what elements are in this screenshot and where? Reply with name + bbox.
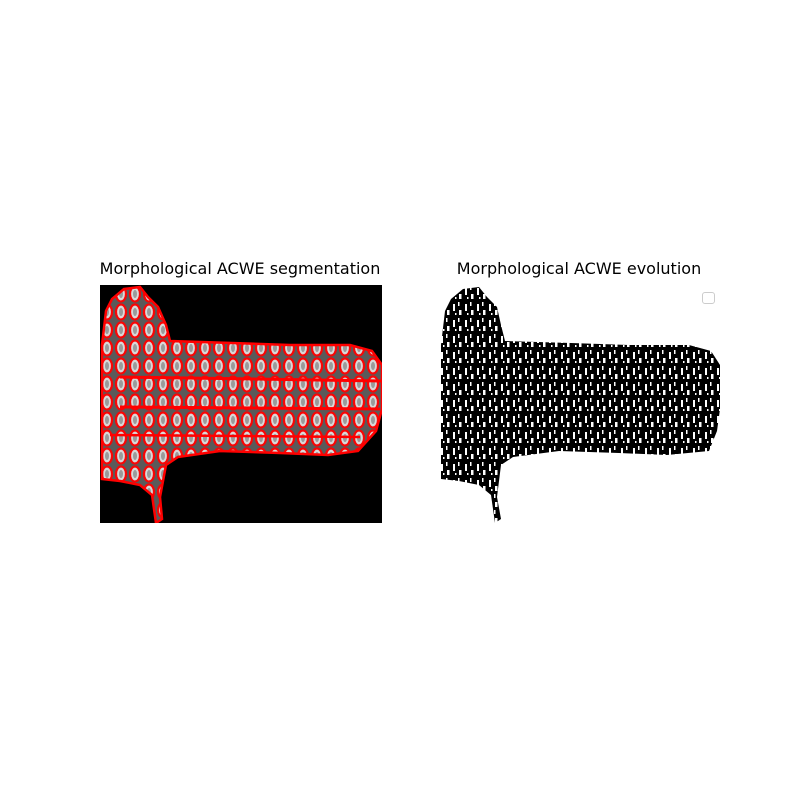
right-panel-title: Morphological ACWE evolution <box>456 259 702 278</box>
segmentation-canvas <box>100 285 382 523</box>
mask-foreground <box>441 287 720 523</box>
empty-legend <box>702 292 715 304</box>
contour-band-1 <box>119 375 382 383</box>
segmentation-outline <box>100 285 382 523</box>
left-panel-title: Morphological ACWE segmentation <box>99 259 381 278</box>
segmentation-image <box>100 285 382 523</box>
contour-band-2 <box>119 405 381 411</box>
contour-band-3 <box>109 433 361 439</box>
evolution-canvas <box>439 285 720 523</box>
evolution-image <box>439 285 720 523</box>
